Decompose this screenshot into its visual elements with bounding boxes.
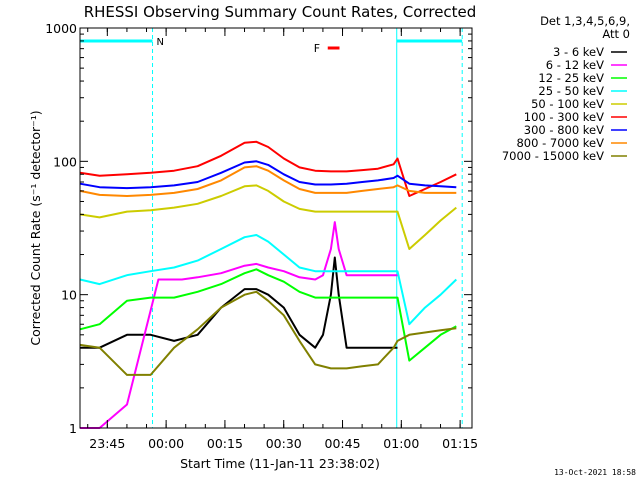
legend-entry-label: 300 - 800 keV [524,123,604,137]
series-line [79,268,457,362]
legend-header-line-2: Att 0 [602,27,630,41]
legend-entry-label: 6 - 12 keV [546,58,604,72]
night-label: N [157,37,164,48]
x-tick-label: 01:15 [442,436,478,451]
y-tick-label: 100 [53,154,77,169]
legend-entry-label: 25 - 50 keV [538,84,604,98]
series-line [80,256,398,349]
chart-title: RHESSI Observing Summary Count Rates, Co… [84,3,477,21]
x-tick-label: 23:45 [89,436,125,451]
series-line [79,165,457,197]
x-tick-label: 00:00 [148,436,184,451]
legend-entry-label: 800 - 7000 keV [516,136,604,150]
series-line [79,290,457,376]
x-tick-label: 00:15 [207,436,243,451]
x-axis-label: Start Time (11-Jan-11 23:38:02) [180,456,380,471]
legend-header-line-1: Det 1,3,4,5,6,9, [540,14,630,28]
series-line [80,221,398,429]
y-tick-label: 1000 [45,21,77,36]
x-tick-label: 00:30 [266,436,302,451]
timestamp: 13-Oct-2021 18:58 [554,468,636,477]
legend-entry-label: 12 - 25 keV [538,71,604,85]
series-line [79,140,457,197]
series-line [79,160,457,190]
legend-entry-label: 3 - 6 keV [553,45,604,59]
legend-entry-label: 7000 - 15000 keV [502,149,604,163]
series-line [79,184,457,250]
legend-entry-label: 50 - 100 keV [531,97,604,111]
y-tick-label: 10 [61,288,77,303]
legend-entry-label: 100 - 300 keV [524,110,604,124]
x-tick-label: 01:00 [383,436,419,451]
axis-ticks: 23:45 00:00 00:15 00:30 00:45 01:00 01:15 1 10 10… [45,21,478,451]
series-line [79,234,457,326]
flare-label: F [314,42,320,55]
x-tick-label: 00:45 [325,436,361,451]
plot-frame [79,27,473,429]
y-axis-label: Corrected Count Rate (s⁻¹ detector⁻¹) [28,110,43,345]
y-tick-label: 1 [69,421,77,436]
